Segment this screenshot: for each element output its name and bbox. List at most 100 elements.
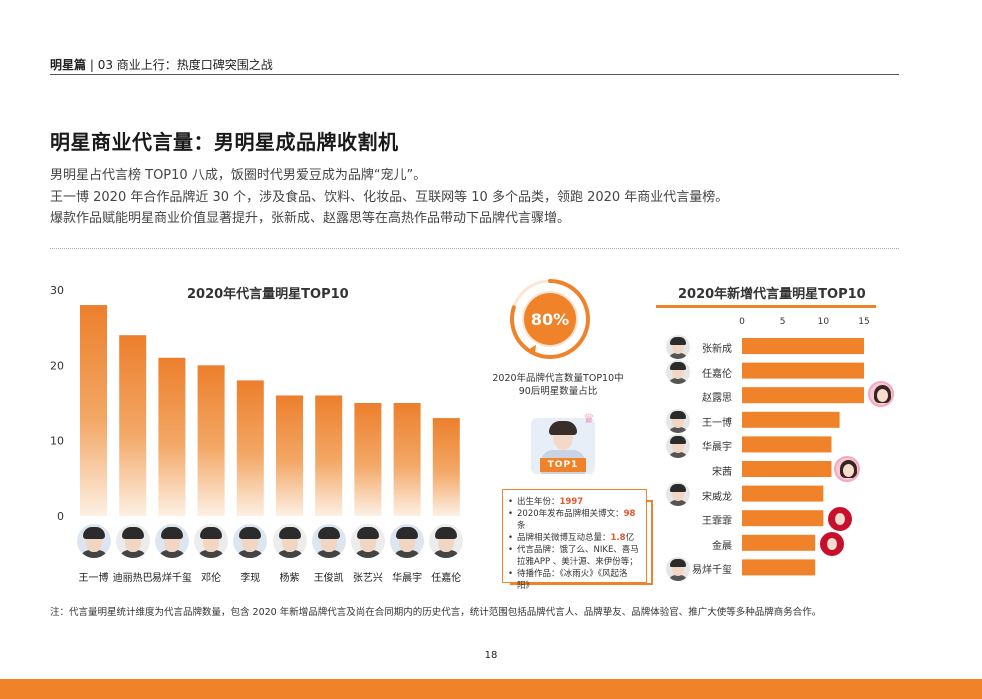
hbar bbox=[742, 485, 824, 502]
avatar bbox=[154, 524, 189, 558]
x-tick-label: 0 bbox=[739, 317, 745, 327]
intro-text: 男明星占代言榜 TOP10 八成，饭圈时代男爱豆成为品牌“宠儿”。 王一博 20… bbox=[50, 165, 728, 230]
brands-line: 拉雅APP 、美汁源、来伊份等； bbox=[517, 557, 638, 567]
bar-chart-top10: 0 10 20 30 bbox=[50, 284, 460, 523]
y-tick-label: 张新成 bbox=[702, 344, 732, 355]
bar bbox=[276, 395, 303, 516]
top1-info-box: • 出生年份：1997 • 2020年发布品牌相关博文：98条 • 品牌相关微博互动总… bbox=[502, 489, 647, 591]
x-tick-label: 迪丽热巴 bbox=[112, 573, 153, 584]
hbar bbox=[742, 362, 864, 379]
ring-percent: 80% bbox=[524, 293, 576, 345]
intro-line: 王一博 2020 年合作品牌近 30 个，涉及食品、饮料、化妆品、互联网等 10… bbox=[50, 189, 729, 205]
avatar bbox=[666, 360, 690, 384]
bar bbox=[119, 335, 147, 516]
x-tick-label: 张艺兴 bbox=[352, 573, 383, 584]
avatar bbox=[194, 524, 229, 558]
bar bbox=[197, 365, 225, 516]
avatar bbox=[666, 482, 690, 506]
chart-title-top10: 2020年代言量明星TOP10 bbox=[187, 287, 349, 302]
avatar bbox=[666, 557, 690, 581]
footer-bar bbox=[0, 679, 982, 699]
brands-line: 代言品牌：饿了么、NIKE、喜马 bbox=[517, 545, 639, 555]
y-tick-label: 赵露思 bbox=[702, 393, 732, 405]
ring-caption-line: 2020年品牌代言数量TOP10中 bbox=[492, 373, 624, 384]
avatar bbox=[115, 524, 150, 558]
chart-title-new-top10: 2020年新增代言量明星TOP10 bbox=[678, 287, 866, 302]
section-tag: 明星篇 | 03 商业上行：热度口碑突围之战 bbox=[50, 56, 273, 73]
hbar bbox=[742, 436, 832, 453]
avatar bbox=[272, 524, 307, 558]
bar bbox=[393, 403, 421, 516]
avatar bbox=[868, 381, 894, 407]
interaction-total: 1.8 bbox=[610, 533, 626, 543]
avatar bbox=[311, 524, 346, 558]
section-divider bbox=[50, 248, 899, 249]
y-tick-label: 王霏霏 bbox=[702, 516, 732, 528]
avatar bbox=[429, 524, 464, 558]
y-tick-label: 易烊千玺 bbox=[692, 565, 732, 577]
birth-year: 1997 bbox=[559, 497, 584, 507]
works-line: 待播作品：《冰雨火》《风起洛阳》 bbox=[517, 569, 628, 591]
avatar bbox=[828, 507, 852, 531]
ring-caption-line: 90后明星数量占比 bbox=[518, 386, 598, 397]
section-name: 明星篇 bbox=[50, 58, 87, 72]
info-frame-decor bbox=[510, 583, 653, 585]
hbar bbox=[742, 387, 864, 404]
header-divider bbox=[50, 74, 899, 75]
top1-badge: TOP1 bbox=[540, 458, 586, 472]
crown-icon: ♛ bbox=[583, 412, 595, 427]
avatar bbox=[76, 524, 111, 558]
hbar bbox=[742, 559, 816, 576]
y-tick-label: 王一博 bbox=[702, 417, 732, 429]
avatar bbox=[390, 524, 425, 558]
x-tick-label: 5 bbox=[780, 317, 786, 327]
intro-line: 男明星占代言榜 TOP10 八成，饭圈时代男爱豆成为品牌“宠儿”。 bbox=[50, 168, 427, 183]
bar bbox=[315, 395, 343, 516]
bar bbox=[80, 305, 107, 516]
y-tick-label: 10 bbox=[50, 435, 64, 448]
hbar bbox=[742, 510, 824, 527]
hbar bbox=[742, 534, 816, 551]
avatar bbox=[666, 409, 690, 433]
x-tick-label: 15 bbox=[858, 317, 869, 327]
page-number: 18 bbox=[484, 650, 498, 661]
bar bbox=[432, 418, 460, 516]
bar bbox=[354, 403, 382, 516]
x-tick-label: 10 bbox=[818, 317, 830, 327]
weibo-count: 98 bbox=[623, 509, 636, 519]
y-tick-label: 任嘉伦 bbox=[702, 368, 732, 380]
x-tick-label: 易烊千玺 bbox=[151, 573, 192, 584]
x-tick-label: 王一博 bbox=[78, 573, 109, 584]
intro-line: 爆款作品赋能明星商业价值显著提升，张新成、赵露思等在高热作品带动下品牌代言骤增。 bbox=[50, 211, 571, 226]
x-tick-label: 华晨宇 bbox=[392, 573, 423, 584]
hbar bbox=[742, 411, 840, 428]
ring-caption: 2020年品牌代言数量TOP10中 90后明星数量占比 bbox=[483, 372, 633, 398]
bar-chart-new-top10: 0 5 10 15 bbox=[739, 317, 870, 576]
y-tick-label: 0 bbox=[57, 510, 64, 523]
avatar bbox=[820, 532, 844, 556]
x-tick-label: 王俊凯 bbox=[313, 573, 344, 584]
y-tick-label: 金晨 bbox=[712, 540, 732, 552]
bar bbox=[236, 380, 264, 516]
avatar bbox=[666, 434, 690, 458]
avatar bbox=[350, 524, 385, 558]
y-tick-label: 20 bbox=[50, 359, 64, 372]
y-tick-label: 30 bbox=[50, 284, 64, 297]
bar bbox=[158, 357, 186, 516]
y-tick-label: 宋茜 bbox=[712, 467, 732, 478]
x-tick-label: 邓伦 bbox=[201, 573, 222, 584]
x-tick-label: 李现 bbox=[240, 573, 261, 584]
x-tick-label: 任嘉伦 bbox=[431, 573, 462, 584]
avatar bbox=[834, 456, 860, 482]
avatar bbox=[666, 335, 690, 359]
page-title: 明星商业代言量：男明星成品牌收割机 bbox=[50, 130, 399, 154]
chart-title-underline bbox=[656, 305, 876, 308]
hbar bbox=[742, 338, 864, 354]
y-tick-label: 华晨宇 bbox=[702, 442, 732, 454]
avatar bbox=[233, 524, 268, 558]
breadcrumb: | 03 商业上行：热度口碑突围之战 bbox=[89, 58, 273, 72]
x-tick-label: 杨紫 bbox=[279, 573, 300, 584]
hbar bbox=[742, 461, 832, 477]
info-frame-decor bbox=[646, 500, 653, 585]
y-tick-label: 宋威龙 bbox=[702, 491, 732, 503]
